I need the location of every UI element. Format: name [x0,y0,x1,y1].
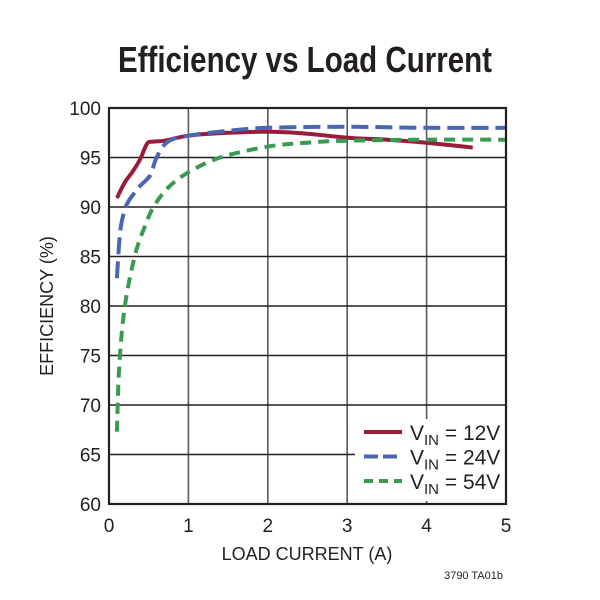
legend-label: VIN = 54V [410,471,500,498]
x-tick-label: 0 [104,516,115,537]
y-axis-label: EFFICIENCY (%) [37,236,57,376]
y-tick-label: 85 [80,248,101,269]
curve-vin-54v [114,137,507,432]
x-axis-label: LOAD CURRENT (A) [222,544,393,564]
legend-label: VIN = 12V [410,422,500,449]
y-tick-label: 60 [80,495,101,516]
y-tick-label: 65 [80,446,101,467]
legend-label: VIN = 24V [410,447,500,474]
x-tick-label: 3 [342,516,353,537]
data-curves [114,124,507,432]
x-tick-label: 5 [501,516,512,537]
y-tick-label: 100 [69,99,101,120]
y-tick-label: 95 [80,149,101,170]
chart-title: Efficiency vs Load Current [118,39,492,80]
figure-id: 3790 TA01b [444,570,503,582]
plot-frame [107,106,508,506]
y-axis-ticks: 60 65 70 75 80 85 90 95 100 [69,99,101,516]
x-axis-ticks: 0 1 2 3 4 5 [104,516,512,537]
y-tick-label: 75 [80,347,101,368]
x-tick-label: 2 [263,516,274,537]
grid-lines [109,108,506,504]
x-tick-label: 4 [421,516,432,537]
curve-vin-24v [114,124,507,279]
y-tick-label: 80 [80,297,101,318]
y-tick-label: 90 [80,198,101,219]
y-tick-label: 70 [80,396,101,417]
x-tick-label: 1 [183,516,194,537]
